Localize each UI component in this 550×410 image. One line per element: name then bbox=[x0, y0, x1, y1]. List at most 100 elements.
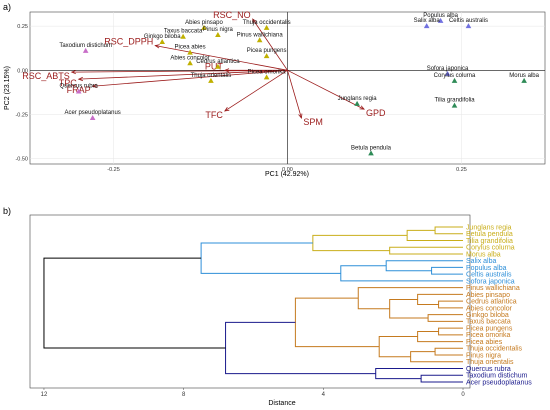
pca-point-label-cedrus-atlantica: Cedrus atlantica bbox=[196, 59, 240, 65]
loading-arrowhead-frap bbox=[91, 83, 98, 89]
pca-point-cedrus-atlantica bbox=[215, 63, 221, 69]
loading-label-rsc-no: RSC_NO bbox=[213, 10, 251, 20]
pca-point-label-quercus-rubra: Quercus rubra bbox=[60, 84, 99, 90]
pca-point-label-acer-pseudoplatanus: Acer pseudoplatanus bbox=[64, 110, 120, 116]
loading-arrowhead-rsc-no bbox=[252, 18, 257, 24]
dendro-x-tick-label: 0 bbox=[461, 392, 465, 398]
dendro-branch-n23 bbox=[43, 257, 226, 349]
loading-arrowhead-gpd bbox=[359, 105, 365, 110]
pca-x-axis-label: PC1 (42.92%) bbox=[265, 171, 309, 178]
pca-point-quercus-rubra bbox=[75, 88, 82, 94]
pca-point-label-picea-omorika: Picea omorika bbox=[248, 69, 287, 75]
dendro-x-tick-label: 8 bbox=[182, 392, 186, 398]
loading-arrowhead-spm bbox=[298, 113, 303, 120]
dendro-leaf-morus-alba: Morus alba bbox=[466, 251, 501, 258]
loading-arrowhead-rsc-abts bbox=[70, 69, 77, 75]
loading-arrow-rsc-dpph bbox=[155, 45, 288, 71]
loading-arrow-tpc bbox=[78, 69, 288, 80]
pca-point-label-taxus-baccata: Taxus baccata bbox=[164, 29, 203, 35]
pca-point-taxus-baccata bbox=[180, 33, 186, 39]
dendro-branch-n3 bbox=[389, 246, 464, 255]
dendro-branch-n17 bbox=[410, 351, 464, 363]
pca-point-abies-concolor bbox=[187, 60, 193, 66]
dendro-branch-n13 bbox=[357, 287, 464, 310]
dendro-leaf-thuja-occidentalis: Thuja occidentalis bbox=[466, 346, 523, 353]
loading-label-rsc-abts: RSC_ABTS bbox=[22, 71, 70, 81]
dendro-leaf-pinus-nigra: Pinus nigra bbox=[466, 352, 501, 359]
pca-point-pinus-nigra bbox=[215, 31, 221, 37]
dendro-leaf-quercus-rubra: Quercus rubra bbox=[466, 366, 511, 373]
loading-label-tpc: TPC bbox=[59, 78, 78, 88]
pca-point-label-thuja-occidentalis: Thuja occidentalis bbox=[243, 20, 291, 26]
loading-arrowhead-rsc-dpph bbox=[154, 44, 160, 49]
pca-point-pinus-wallichiana bbox=[256, 37, 263, 43]
pca-point-label-thuja-orientalis: Thuja orientalis bbox=[191, 73, 232, 79]
panel-b-label: b) bbox=[3, 206, 11, 216]
pca-x-tick-label: 0.25 bbox=[456, 167, 467, 173]
pca-point-betula-pendula bbox=[368, 150, 374, 156]
loading-arrowhead-tpc bbox=[77, 76, 84, 82]
loading-label-rsc-dpph: RSC_DPPH bbox=[104, 37, 153, 47]
pca-ticks: -0.25 0.00 0.25 -0.50 -0.25 0.00 0.25 bbox=[15, 24, 466, 173]
pca-y-tick-label: 0.00 bbox=[17, 68, 28, 74]
dendro-leaf-ginkgo-biloba: Ginkgo biloba bbox=[466, 312, 509, 319]
pca-point-label-celtis-australis: Celtis australis bbox=[449, 18, 488, 24]
pca-point-picea-abies bbox=[187, 49, 193, 55]
dendro-branch-n19 bbox=[294, 297, 380, 348]
dendrogram-branches bbox=[43, 226, 464, 383]
dendro-x-tick-label: 12 bbox=[41, 392, 48, 398]
pca-point-sofora-japonica bbox=[444, 70, 451, 76]
pca-point-morus-alba bbox=[521, 77, 527, 83]
dendro-leaf-abies-concolor: Abies concolor bbox=[466, 305, 513, 312]
dendro-leaf-populus-alba: Populus alba bbox=[466, 265, 507, 272]
dendro-leaf-celtis-australis: Celtis australis bbox=[466, 272, 512, 279]
dendrogram-frame bbox=[29, 214, 471, 389]
pca-point-label-morus-alba: Morus alba bbox=[509, 73, 539, 79]
pca-y-axis-label: PC2 (23.15%) bbox=[4, 66, 11, 110]
pca-point-celtis-australis bbox=[465, 23, 472, 29]
dendro-leaf-junglans-regia: Junglans regia bbox=[466, 224, 512, 231]
dendro-branch-n12 bbox=[389, 298, 429, 319]
pca-y-tick-label: -0.50 bbox=[15, 157, 28, 163]
dendro-leaf-picea-pungens: Picea pungens bbox=[466, 325, 513, 332]
pca-point-populus-alba bbox=[437, 17, 444, 23]
dendro-leaf-pinus-wallichiana: Pinus wallichiana bbox=[466, 285, 520, 292]
loading-arrow-tfc bbox=[224, 69, 288, 112]
pca-point-abies-pinsapo bbox=[201, 24, 207, 30]
pca-x-tick-label: -0.25 bbox=[107, 167, 120, 173]
pca-point-picea-omorika bbox=[263, 74, 270, 80]
loading-arrow-gpd bbox=[287, 69, 365, 110]
loading-label-tfc: TFC bbox=[205, 110, 223, 120]
pca-point-label-betula-pendula: Betula pendula bbox=[351, 145, 392, 151]
dendro-x-tick-label: 4 bbox=[322, 392, 326, 398]
dendro-leaf-corylus-colurna: Corylus colurna bbox=[466, 245, 515, 252]
pca-point-labels: Abies pinsapo Thuja occidentalis Taxus bac… bbox=[59, 13, 539, 152]
loading-label-gpd: GPD bbox=[366, 108, 386, 118]
pca-point-thuja-occidentalis bbox=[263, 24, 270, 30]
dendrogram-ticks: 12 8 4 0 bbox=[41, 388, 465, 398]
pca-point-tilia-grandifolia bbox=[451, 102, 458, 108]
dendro-leaf-tilia-grandifolia: Tilia grandifolia bbox=[466, 238, 513, 245]
pca-biplot: -0.25 0.00 0.25 -0.50 -0.25 0.00 0.25 RSC_NO RS… bbox=[4, 10, 546, 178]
pca-point-salix-alba bbox=[423, 23, 430, 29]
pca-point-label-picea-abies: Picea abies bbox=[175, 45, 206, 51]
pca-point-corylus-colurna bbox=[451, 77, 458, 83]
pca-points bbox=[75, 17, 527, 156]
loading-arrow-rsc-no bbox=[252, 18, 288, 71]
pca-point-thuja-orientalis bbox=[208, 77, 214, 83]
pca-point-ginkgo-biloba bbox=[159, 39, 166, 45]
dendrogram-x-axis-label: Distance bbox=[268, 400, 295, 407]
pca-point-label-pinus-nigra: Pinus nigra bbox=[203, 27, 234, 33]
dendro-leaf-thuja-orientalis: Thuja orientalis bbox=[466, 359, 514, 366]
loading-label-put: PUT bbox=[205, 61, 224, 71]
dendro-leaf-acer-pseudoplatanus: Acer pseudoplatanus bbox=[466, 379, 532, 386]
loading-arrow-spm bbox=[287, 70, 302, 119]
pca-point-label-abies-concolor: Abies concolor bbox=[170, 55, 209, 61]
panel-a-label: a) bbox=[3, 2, 11, 12]
dendro-leaf-sofora-japonica: Sofora japonica bbox=[466, 278, 515, 285]
pca-point-acer-pseudoplatanus bbox=[89, 115, 96, 121]
loading-arrow-frap bbox=[92, 69, 288, 87]
pca-point-label-pinus-wallichiana: Pinus wallichiana bbox=[237, 32, 284, 38]
